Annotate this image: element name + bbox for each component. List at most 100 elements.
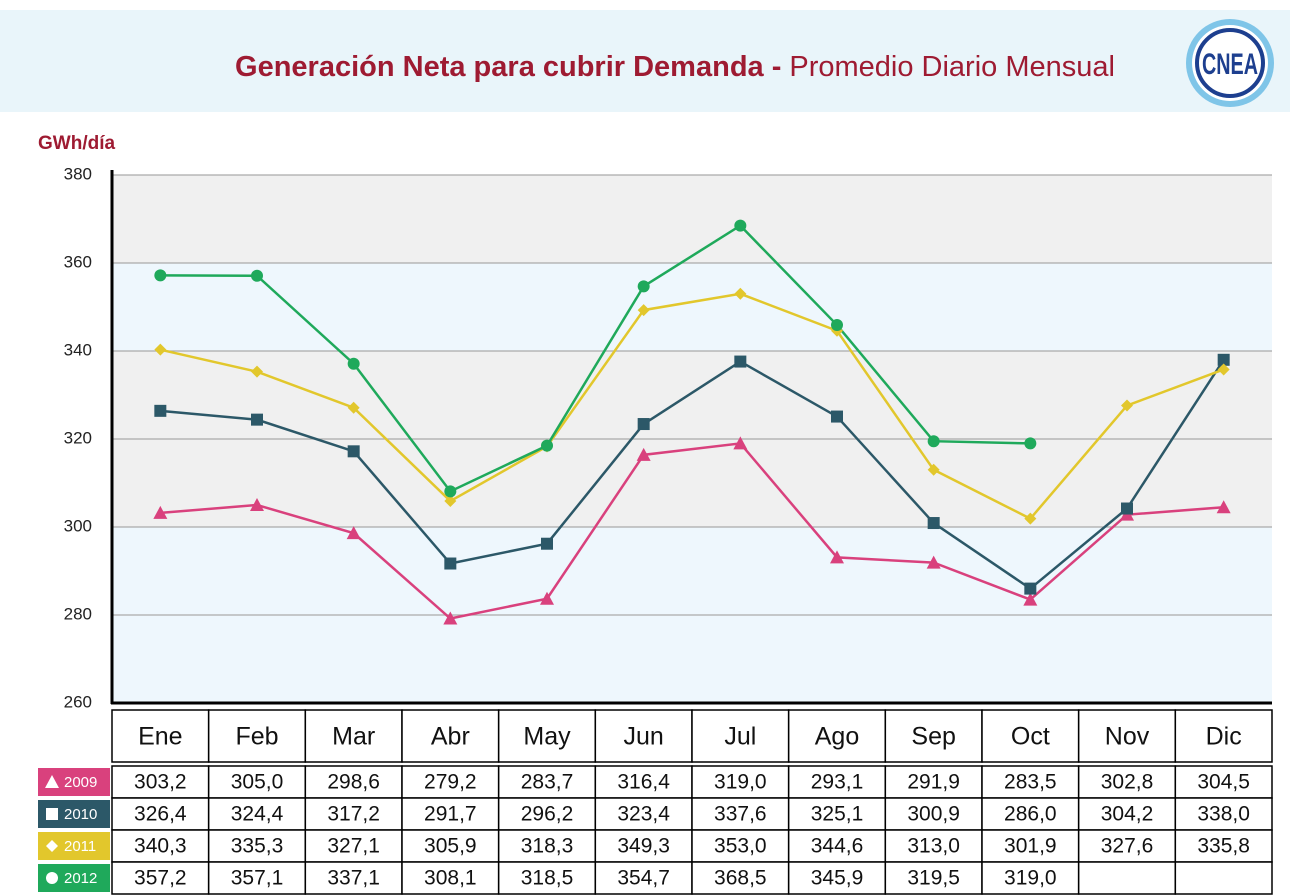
marker [1024,437,1037,450]
table-cell [304,829,403,863]
table-cell [207,797,307,831]
table-cell [691,829,790,863]
x-tick-label: Ene [138,723,182,751]
data-label: 353,0 [714,835,767,858]
title-bold: Generación Neta para cubrir Demanda - [235,51,781,83]
marker [637,280,650,293]
table-cell [497,861,597,895]
table-cell [884,765,983,799]
table-cell [981,829,1080,863]
marker [251,365,263,378]
table-cell [111,861,210,895]
data-label: 318,5 [521,867,574,890]
marker [1216,500,1231,514]
data-label: 302,8 [1101,771,1154,794]
data-label: 335,8 [1197,835,1250,858]
table-cell [497,797,597,831]
plot-band [112,439,1272,527]
x-tick-label: Dic [1206,723,1242,751]
x-tick-label: Jul [724,723,756,751]
data-label: 344,6 [811,835,864,858]
marker [636,447,651,461]
table-cell [1077,797,1177,831]
marker [444,557,457,570]
logo-text: CNEA [1202,48,1258,81]
marker [540,591,554,605]
data-label: 293,1 [811,771,864,794]
series-line [160,359,1225,591]
data-label: 283,7 [521,771,574,794]
y-tick-label: 340 [64,340,92,359]
marker [734,219,747,232]
marker [1024,512,1037,525]
table-cell [1174,797,1273,831]
marker [734,287,747,300]
plot-band [112,351,1272,439]
table-header-cell [401,709,500,763]
table-header-cell [207,709,307,763]
table-header-cell [981,709,1080,763]
plot-band [112,615,1272,703]
marker [926,555,941,569]
logo: CNEA [1186,19,1274,107]
x-tick-label: Feb [235,723,278,751]
table-header-cell [1174,709,1273,763]
marker [541,439,553,452]
row-marker-icon [45,775,59,788]
marker [1121,399,1133,412]
legend-label: 2011 [64,838,96,855]
data-label: 305,9 [424,835,477,858]
table-header-cell [111,709,210,763]
data-label: 319,5 [907,867,960,890]
marker [927,435,940,448]
table-cell [1174,765,1273,799]
legend-label: 2012 [64,870,97,887]
legend-label: 2010 [64,806,97,823]
marker [347,401,360,414]
table-cell [1174,861,1273,895]
table-cell [884,797,983,831]
marker [1121,502,1133,515]
data-label: 354,7 [617,867,670,890]
data-label: 313,0 [907,835,960,858]
table-header-cell [594,709,693,763]
series-line [160,292,1225,521]
data-label: 304,5 [1197,771,1250,794]
y-tick-label: 280 [64,604,92,623]
table-cell [304,765,403,799]
marker [154,269,167,282]
logo-inner [1192,25,1268,101]
table-cell [1077,765,1177,799]
data-label: 300,9 [907,803,960,826]
table-cell [981,861,1080,895]
x-tick-label: Sep [911,723,955,751]
data-label: 368,5 [714,867,767,890]
data-label: 301,9 [1004,835,1057,858]
marker [637,418,650,431]
y-tick-label: 320 [64,428,92,447]
plot-band [112,527,1272,615]
marker [154,404,167,417]
x-tick-label: Ago [815,723,859,751]
marker [251,269,263,282]
marker [443,611,458,625]
data-label: 308,1 [424,867,477,890]
table-header-cell [304,709,403,763]
data-label: 286,0 [1004,803,1057,826]
data-label: 337,6 [714,803,767,826]
marker [346,526,361,540]
data-label: 338,0 [1197,803,1250,826]
row-marker-icon [46,808,58,820]
data-label: 291,9 [907,771,960,794]
table-cell [691,765,790,799]
marker [444,495,457,508]
data-label: 324,4 [231,803,284,826]
data-label: 319,0 [1004,867,1057,890]
table-cell [111,829,210,863]
marker [831,319,843,332]
data-label: 279,2 [424,771,477,794]
marker [927,463,940,476]
title-subtitle: Promedio Diario Mensual [789,51,1115,83]
data-label: 319,0 [714,771,767,794]
